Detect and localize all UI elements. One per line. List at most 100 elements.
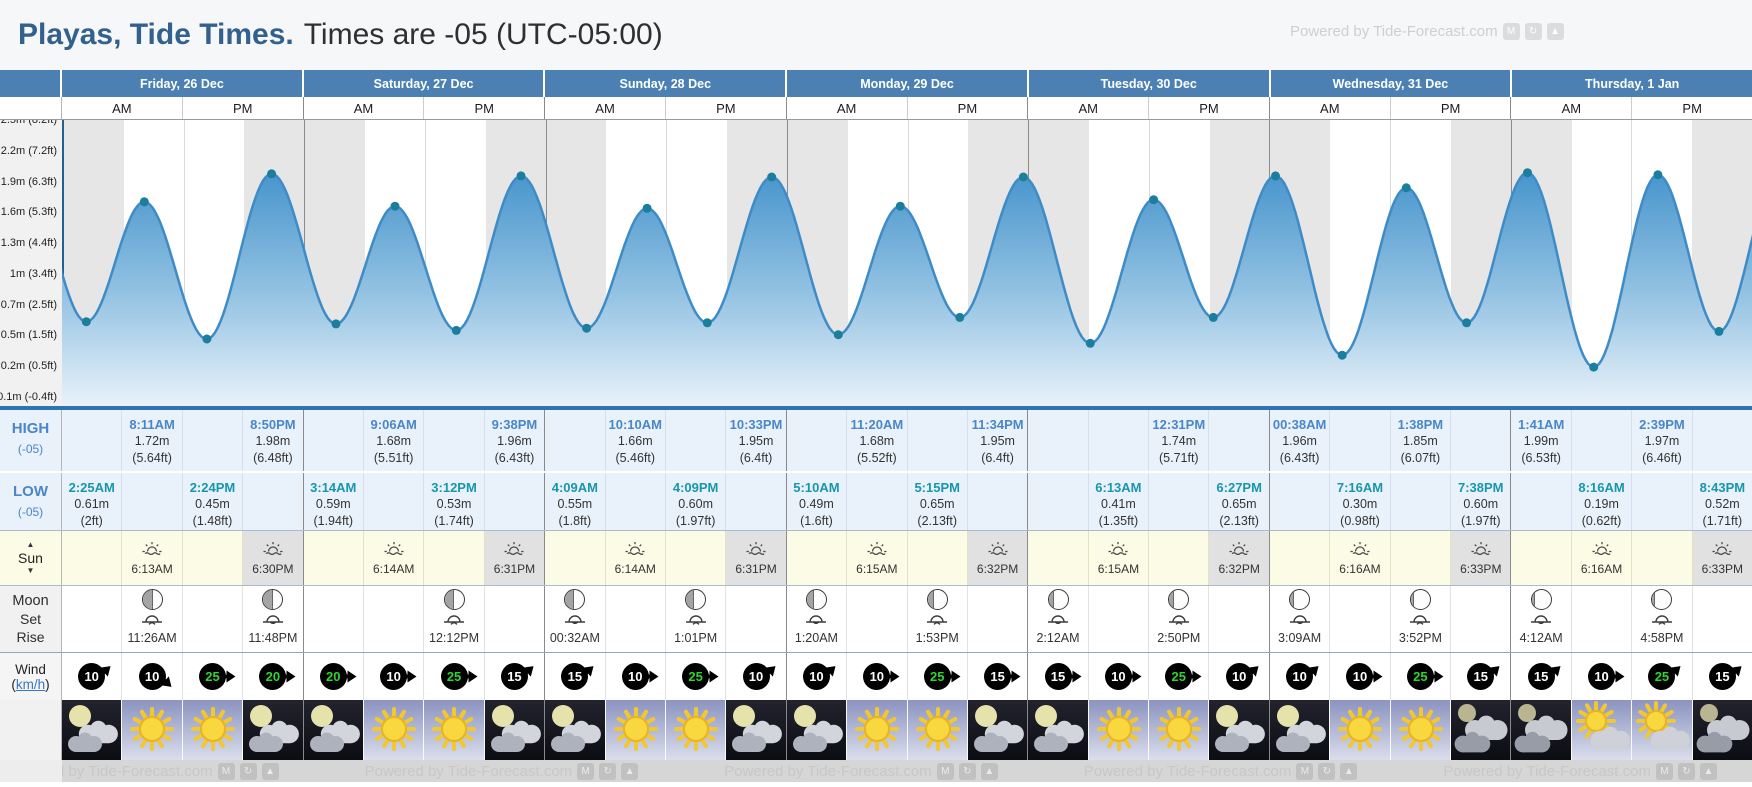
moon-rise-time: 11:26AM (127, 631, 177, 645)
sunrise-cell: 6:16AM (1330, 531, 1391, 585)
am-pm-label-spacer (0, 97, 62, 119)
low-tide-height-m: 0.60m (1463, 497, 1499, 512)
tide-extreme-dot (331, 319, 341, 329)
day-column-ampm: AM PM (1028, 97, 1270, 119)
wind-cell: 10 (1089, 653, 1150, 700)
high-tide-cell: 11:20AM 1.68m (5.52ft) (847, 410, 908, 471)
low-tide-cell (968, 473, 1027, 530)
wind-cell: 25 (183, 653, 244, 700)
watermark-badge-icon: ▲ (1546, 23, 1564, 40)
moonset-icon (564, 612, 586, 630)
high-tide-cell (1028, 410, 1089, 471)
watermark-badge-icon: ↻ (599, 762, 617, 780)
low-tide-cell (1391, 473, 1452, 530)
tide-entry: 5:10AM 0.49m (1.6ft) (787, 473, 846, 530)
high-tide-height-m: 1.99m (1523, 434, 1559, 449)
tide-entry: 4:09PM 0.60m (1.97ft) (666, 473, 725, 530)
wind-badge-wrap: 10 (863, 663, 900, 690)
day-column-moon: 00:32AM 1:01PM (545, 586, 787, 652)
wind-cell: 10 (787, 653, 848, 700)
wind-speed-badge: 10 (1346, 663, 1374, 690)
wind-unit-link[interactable]: km/h (15, 676, 46, 692)
sunrise-cell: 6:13AM (122, 531, 183, 585)
moon-rise-time: 1:01PM (674, 631, 718, 645)
low-tide-time: 3:14AM (310, 480, 357, 495)
day-header-row: Friday, 26 Dec Saturday, 27 Dec Sunday, 28… (0, 70, 1752, 97)
tide-extreme-dot (267, 169, 277, 179)
night-weather-icon (243, 700, 303, 760)
high-tide-cell (1451, 410, 1510, 471)
high-tide-cell: 00:38AM 1.96m (6.43ft) (1270, 410, 1331, 471)
wind-badge-wrap: 15 (1708, 663, 1742, 690)
low-tide-height-ft: (1.35ft) (1098, 514, 1139, 529)
sun-collapse-down-icon[interactable]: ▼ (26, 566, 35, 575)
wind-speed-badge: 15 (1467, 663, 1495, 690)
title-bar: Playas, Tide Times. Times are -05 (UTC-0… (0, 0, 1752, 70)
weather-row-label (0, 700, 62, 760)
high-tide-height-ft: (6.4ft) (739, 451, 773, 466)
sun-weather-icon (182, 700, 244, 760)
moon-cell: 4:58PM (1632, 586, 1693, 652)
sunrise-icon (867, 541, 887, 560)
sun-empty-cell (545, 531, 606, 585)
watermark-badge-icon: ▲ (621, 762, 639, 780)
high-tide-time: 1:38PM (1397, 417, 1444, 432)
wind-speed-badge: 10 (742, 663, 770, 690)
high-tide-cell (424, 410, 485, 471)
sun-empty-cell (304, 531, 364, 585)
high-tide-cell (787, 410, 848, 471)
day-column-high: 12:31PM 1.74m (5.71ft) (1028, 410, 1270, 471)
tide-extreme-dot (702, 318, 712, 328)
sun-weather-icon (122, 700, 183, 760)
wind-cell: 10 (1270, 653, 1331, 700)
sun-collapse-up-icon[interactable]: ▲ (26, 540, 35, 549)
night-weather-icon (484, 700, 545, 760)
tide-extreme-dot (1401, 183, 1411, 193)
moon-set-time: 00:32AM (549, 631, 600, 645)
pm-label: PM (1440, 100, 1461, 116)
sunset-time: 6:33PM (1460, 561, 1502, 576)
tide-entry: 5:15PM 0.65m (2.13ft) (908, 473, 967, 530)
night-weather-icon (1209, 700, 1269, 760)
sunrise-time: 6:16AM (1339, 561, 1381, 576)
wind-direction-arrow-icon (1427, 670, 1444, 683)
wind-speed-badge: 25 (682, 663, 710, 690)
wind-direction-arrow-icon (1065, 670, 1082, 683)
high-tide-height-m: 1.66m (617, 434, 653, 449)
low-tide-height-ft: (1.94ft) (313, 514, 354, 529)
wind-badge-wrap: 10 (380, 663, 417, 690)
high-tide-height-m: 1.74m (1161, 434, 1197, 449)
tide-entry: 10:33PM 1.95m (6.4ft) (726, 410, 785, 467)
am-label: AM (1270, 97, 1391, 119)
moonrise-icon (1168, 612, 1190, 630)
tide-chart-y-axis: 2.5m (8.2ft) 2.2m (7.2ft) 1.9m (6.3ft) 1.6m… (0, 120, 62, 406)
low-tide-height-m: 0.41m (1101, 497, 1136, 512)
high-tide-time: 9:06AM (370, 417, 417, 432)
day-column-weather (1269, 700, 1512, 760)
day-header: Thursday, 1 Jan (1512, 70, 1752, 97)
day-column-moon: 11:26AM 11:48PM (62, 586, 304, 652)
low-tide-cell (1028, 473, 1089, 530)
high-tide-time: 8:50PM (250, 417, 296, 432)
sunrise-cell: 6:15AM (1089, 531, 1150, 585)
sun-weather-icon (1330, 700, 1391, 760)
high-tide-height-m: 1.68m (859, 434, 895, 449)
low-tide-height-ft: (1.8ft) (558, 514, 592, 529)
weather-row (0, 700, 1752, 760)
moon-cell (1330, 586, 1391, 652)
wind-badge-wrap: 10 (1286, 663, 1319, 690)
low-tide-cell: 4:09AM 0.55m (1.8ft) (545, 473, 606, 530)
moon-cell: 2:50PM (1149, 586, 1210, 652)
moonrise-icon (1409, 612, 1431, 630)
moon-phase-icon (805, 589, 827, 610)
high-tide-cell: 2:39PM 1.97m (6.46ft) (1632, 410, 1693, 471)
tide-extreme-dot (1653, 170, 1663, 180)
wind-cell: 15 (1028, 653, 1089, 700)
moon-cell (1572, 586, 1633, 652)
pm-label: PM (1199, 100, 1219, 116)
moon-set-time: 4:12AM (1519, 631, 1563, 645)
sunset-time: 6:32PM (976, 561, 1019, 576)
